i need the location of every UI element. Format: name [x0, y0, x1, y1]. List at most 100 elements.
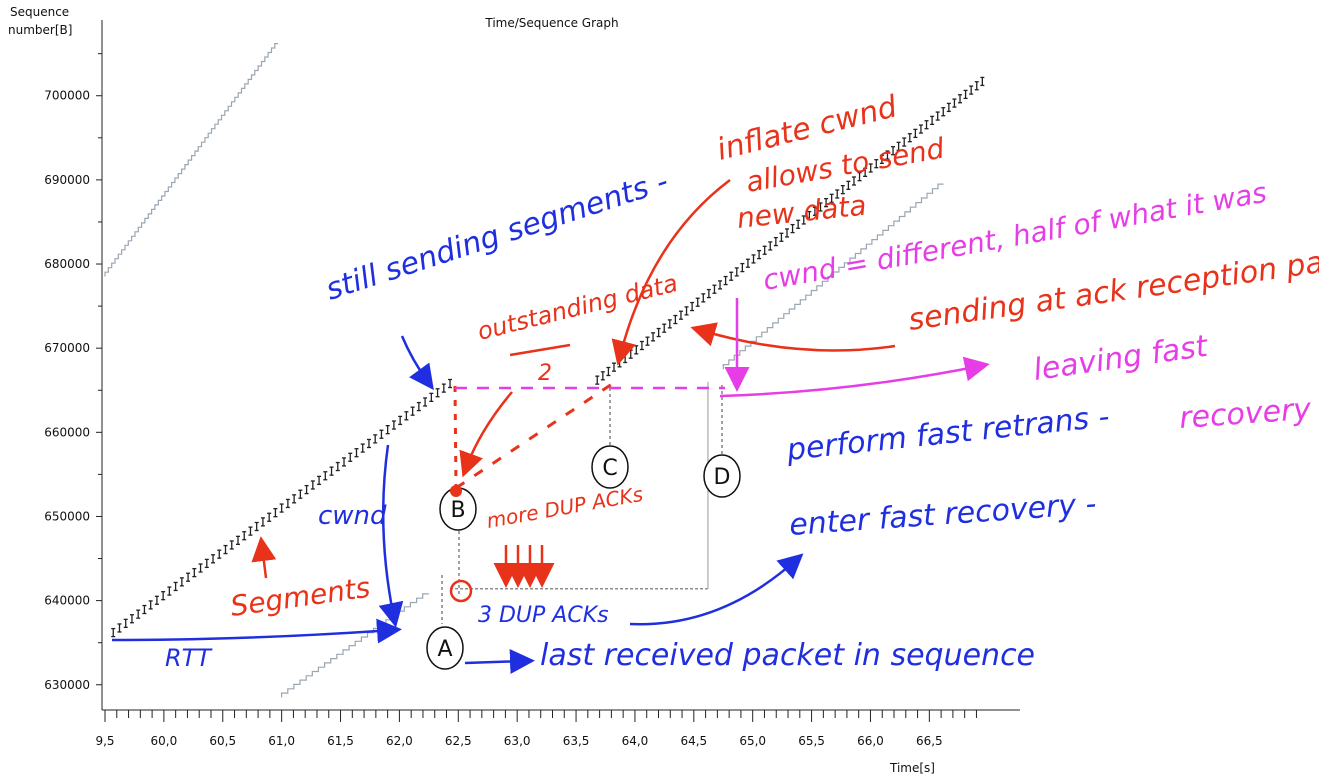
y-tick-label-3: 660000	[44, 425, 90, 439]
segment-mark	[712, 284, 717, 294]
segment-mark	[824, 197, 829, 208]
svg-text:C: C	[602, 456, 617, 481]
segment-mark	[695, 297, 700, 307]
annotation-outstanding: outstanding data	[475, 269, 681, 346]
segment-mark	[902, 137, 907, 147]
segment-mark	[154, 595, 159, 605]
annotation-more-dup: more DUP ACKs	[485, 482, 645, 533]
y-tick-label-6: 690000	[44, 173, 90, 187]
segment-mark	[217, 549, 222, 559]
segment-mark	[706, 288, 711, 299]
segment-mark	[835, 189, 840, 199]
chart-title: Time/Sequence Graph	[484, 16, 618, 30]
svg-text:A: A	[437, 637, 452, 662]
annotation-b-dash-diag	[455, 382, 613, 490]
annotation-pink-leaving-2: recovery	[1178, 392, 1313, 436]
segment-mark	[729, 271, 734, 281]
segment-mark	[779, 232, 784, 242]
segment-mark	[885, 150, 890, 160]
segment-mark	[745, 258, 750, 268]
segment-mark	[974, 81, 979, 91]
annotation-3dup: 3 DUP ACKs	[478, 603, 609, 628]
segment-mark	[639, 340, 644, 351]
y-tick-label-4: 670000	[44, 341, 90, 355]
segment-mark	[796, 219, 801, 229]
segment-mark	[734, 267, 739, 277]
marker-a: A	[426, 575, 464, 670]
segment-mark	[123, 618, 128, 629]
segment-mark	[235, 535, 240, 545]
segment-mark	[785, 228, 790, 238]
segment-mark	[229, 540, 234, 550]
x-tick-label-3: 61,0	[268, 734, 295, 748]
segment-mark	[167, 586, 172, 596]
segment-mark	[628, 349, 633, 359]
segment-mark	[136, 609, 141, 619]
segment-mark	[667, 319, 672, 329]
segment-mark	[773, 236, 778, 247]
segment-mark	[448, 378, 453, 389]
segment-mark	[963, 89, 968, 100]
segment-mark	[851, 176, 856, 186]
segment-mark	[423, 397, 428, 407]
segment-mark	[868, 163, 873, 173]
segment-mark	[790, 223, 795, 234]
segment-mark	[656, 327, 661, 338]
segment-mark	[223, 544, 228, 555]
annotation-b-dot	[450, 485, 462, 497]
segment-mark	[317, 475, 322, 486]
segment-mark	[129, 614, 134, 624]
annotation-last-received: last received packet in sequence	[540, 638, 1035, 673]
segment-mark	[148, 600, 153, 610]
x-tick-label-7: 63,0	[504, 734, 531, 748]
segment-mark	[718, 280, 723, 290]
segment-mark	[941, 107, 946, 117]
y-axis-label-line2: number[B]	[8, 23, 72, 37]
segment-mark	[958, 94, 963, 104]
segment-mark	[323, 471, 328, 481]
segment-mark	[398, 415, 403, 426]
segment-mark	[373, 434, 378, 444]
segment-mark	[924, 120, 929, 130]
annotation-segments-arrow	[251, 536, 277, 579]
segment-mark	[267, 512, 272, 522]
segment-mark	[930, 115, 935, 126]
x-tick-label-5: 62,0	[386, 734, 413, 748]
annotation-pink-leaving-1: leaving fast	[1031, 329, 1211, 388]
segment-mark	[907, 133, 912, 143]
annotation-rtt-arrow	[111, 618, 402, 644]
segment-mark	[980, 76, 985, 87]
annotation-last-received-arrow	[464, 649, 535, 674]
segment-mark	[762, 245, 767, 255]
x-tick-label-10: 64,5	[680, 734, 707, 748]
segment-mark	[117, 623, 122, 633]
annotation-segments: Segments	[228, 571, 372, 623]
segment-mark	[273, 508, 278, 518]
segment-mark	[606, 366, 611, 377]
segment-mark	[913, 128, 918, 139]
x-tick-label-4: 61,5	[327, 734, 354, 748]
ack-staircase-ack-bottom	[281, 593, 429, 698]
segment-mark	[684, 306, 689, 316]
x-tick-label-9: 64,0	[622, 734, 649, 748]
x-tick-label-13: 66,0	[857, 734, 884, 748]
segment-mark	[161, 591, 166, 601]
annotation-a-circle	[449, 579, 473, 603]
segment-mark	[918, 124, 923, 134]
segment-mark	[211, 554, 216, 564]
segment-mark	[366, 438, 371, 449]
annotation-cwnd-arrow	[378, 444, 404, 628]
segment-mark	[673, 314, 678, 325]
segment-mark	[595, 375, 600, 385]
segment-mark	[379, 429, 384, 439]
x-tick-label-1: 60,0	[151, 734, 178, 748]
x-tick-label-0: 9,5	[95, 734, 114, 748]
segment-mark	[623, 353, 628, 364]
marker-c: C	[591, 385, 629, 489]
segment-mark	[410, 406, 415, 416]
annotation-inflate-arrow	[611, 179, 731, 366]
annotation-more-dup-arrows	[493, 545, 555, 588]
y-tick-label-1: 640000	[44, 594, 90, 608]
segment-mark	[391, 420, 396, 430]
